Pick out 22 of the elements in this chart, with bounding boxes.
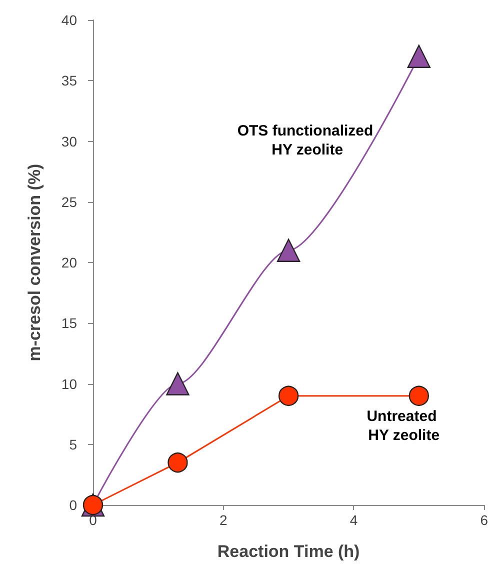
y-axis-title: m-cresol conversion (%) — [25, 164, 44, 362]
y-tick-label: 15 — [61, 315, 78, 332]
x-tick-label: 6 — [480, 512, 488, 528]
y-tick-label: 40 — [61, 12, 78, 28]
point — [168, 452, 188, 473]
y-tick-label: 5 — [69, 436, 78, 452]
x-tick-label: 4 — [350, 512, 358, 528]
point — [407, 44, 431, 68]
y-tick-label: 35 — [61, 72, 78, 89]
x-axis-title: Reaction Time (h) — [217, 542, 360, 561]
y-tick-label: 25 — [61, 194, 78, 210]
y-tick-label: 10 — [61, 376, 78, 392]
point — [408, 386, 430, 406]
series-label: Untreated HY zeolite — [366, 408, 441, 444]
point — [166, 372, 190, 396]
y-tick-label: 0 — [69, 497, 78, 513]
series-label: OTS functionalized HY zeolite — [237, 122, 378, 158]
x-tick-label: 2 — [219, 512, 228, 528]
point — [276, 238, 300, 262]
point — [278, 386, 299, 406]
y-tick-label: 30 — [61, 133, 78, 150]
y-tick-label: 20 — [61, 254, 78, 270]
